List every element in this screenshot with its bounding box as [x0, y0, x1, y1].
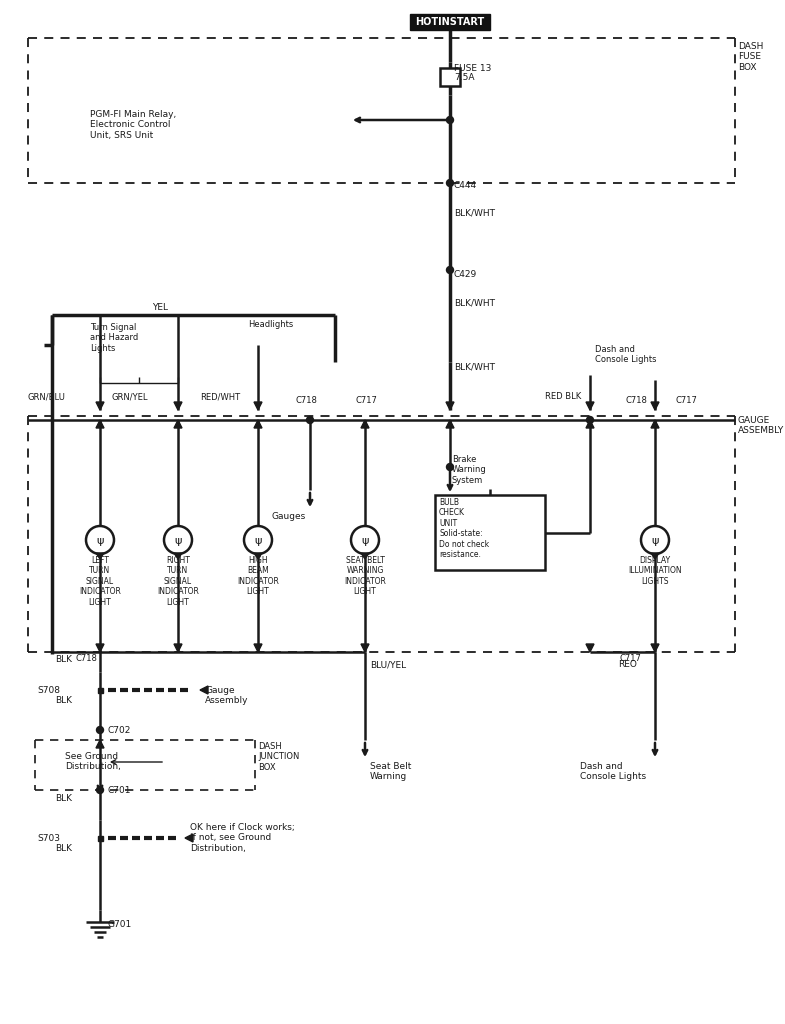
Polygon shape [254, 420, 262, 428]
Bar [97, 687, 103, 692]
Text: 7.5A: 7.5A [454, 73, 474, 82]
Text: G701: G701 [107, 920, 131, 929]
Text: ψ: ψ [361, 536, 369, 546]
Text: DASH
FUSE
BOX: DASH FUSE BOX [738, 42, 763, 72]
Text: Turn Signal
and Hazard
Lights: Turn Signal and Hazard Lights [90, 323, 138, 353]
Text: BLK/WHT: BLK/WHT [454, 362, 495, 371]
Text: ψ: ψ [254, 536, 261, 546]
Polygon shape [446, 420, 454, 428]
Text: YEL: YEL [152, 303, 168, 312]
Text: GRN/BLU: GRN/BLU [28, 392, 66, 401]
Polygon shape [586, 420, 594, 428]
Polygon shape [96, 644, 104, 652]
Polygon shape [361, 553, 369, 559]
Text: Seat Belt
Warning: Seat Belt Warning [370, 762, 411, 781]
Polygon shape [651, 402, 659, 410]
Text: C444: C444 [454, 181, 477, 190]
Text: BULB
CHECK
UNIT
Solid-state:
Do not check
resistance.: BULB CHECK UNIT Solid-state: Do not chec… [439, 498, 489, 559]
Text: PGM-FI Main Relay,
Electronic Control
Unit, SRS Unit: PGM-FI Main Relay, Electronic Control Un… [90, 110, 177, 140]
Circle shape [447, 179, 454, 186]
Polygon shape [586, 644, 594, 652]
Polygon shape [586, 402, 594, 410]
Text: ψ: ψ [174, 536, 181, 546]
Text: ψ: ψ [97, 536, 104, 546]
Text: RED/WHT: RED/WHT [200, 392, 240, 401]
Text: S708: S708 [37, 686, 60, 695]
Text: HIGH
BEAM
INDICATOR
LIGHT: HIGH BEAM INDICATOR LIGHT [237, 556, 279, 596]
Text: Gauges: Gauges [272, 512, 306, 521]
Bar [440, 68, 460, 86]
Text: S703: S703 [37, 834, 60, 843]
Text: C717: C717 [675, 396, 697, 406]
Polygon shape [200, 686, 208, 694]
Polygon shape [361, 420, 369, 428]
Text: REO: REO [618, 660, 637, 669]
Circle shape [97, 786, 104, 794]
Polygon shape [361, 644, 369, 652]
Text: C717: C717 [355, 396, 377, 406]
Text: GAUGE
ASSEMBLY: GAUGE ASSEMBLY [738, 416, 784, 435]
Text: BLK: BLK [55, 794, 72, 803]
Text: Headlights: Headlights [248, 319, 294, 329]
Polygon shape [96, 740, 104, 748]
Text: C718: C718 [295, 396, 317, 406]
Text: Gauge
Assembly: Gauge Assembly [205, 686, 249, 706]
Polygon shape [651, 644, 659, 652]
Text: HOTINSTART: HOTINSTART [415, 17, 484, 27]
Polygon shape [446, 402, 454, 410]
Text: C702: C702 [107, 726, 130, 735]
Polygon shape [651, 420, 659, 428]
Text: DASH
JUNCTION
BOX: DASH JUNCTION BOX [258, 742, 299, 772]
Text: C718: C718 [75, 654, 97, 663]
Polygon shape [174, 644, 182, 652]
Polygon shape [254, 644, 262, 652]
Text: C429: C429 [454, 270, 477, 279]
Polygon shape [174, 402, 182, 410]
Text: LEFT
TURN
SIGNAL
INDICATOR
LIGHT: LEFT TURN SIGNAL INDICATOR LIGHT [79, 556, 121, 606]
Text: C718: C718 [625, 396, 647, 406]
Text: Dash and
Console Lights: Dash and Console Lights [580, 762, 646, 781]
Polygon shape [254, 402, 262, 410]
Text: RIGHT
TURN
SIGNAL
INDICATOR
LIGHT: RIGHT TURN SIGNAL INDICATOR LIGHT [157, 556, 199, 606]
Text: See Ground
Distribution,: See Ground Distribution, [65, 752, 121, 771]
Text: DISPLAY
ILLUMINATION
LIGHTS: DISPLAY ILLUMINATION LIGHTS [628, 556, 682, 586]
Polygon shape [185, 834, 193, 842]
Text: BLK: BLK [55, 655, 72, 664]
Text: SEAT BELT
WARNING
INDICATOR
LIGHT: SEAT BELT WARNING INDICATOR LIGHT [344, 556, 386, 596]
Bar [435, 495, 545, 570]
Text: BLK/WHT: BLK/WHT [454, 208, 495, 217]
Polygon shape [96, 402, 104, 410]
Circle shape [97, 726, 104, 733]
Text: FUSE 13: FUSE 13 [454, 63, 491, 73]
Circle shape [586, 417, 593, 424]
Polygon shape [96, 553, 104, 559]
Text: RED BLK: RED BLK [545, 392, 581, 401]
Text: Brake
Warning
System: Brake Warning System [452, 455, 487, 484]
Text: OK here if Clock works;
if not, see Ground
Distribution,: OK here if Clock works; if not, see Grou… [190, 823, 294, 853]
Circle shape [306, 417, 313, 424]
Circle shape [447, 117, 454, 124]
Circle shape [447, 464, 454, 470]
Polygon shape [174, 420, 182, 428]
Bar [97, 836, 103, 841]
Text: GRN/YEL: GRN/YEL [112, 392, 148, 401]
Text: C717: C717 [620, 654, 642, 663]
Polygon shape [254, 553, 262, 559]
Text: ψ: ψ [652, 536, 659, 546]
Text: BLK: BLK [55, 844, 72, 853]
Text: BLK: BLK [55, 696, 72, 705]
Bar [410, 14, 490, 30]
Polygon shape [651, 553, 659, 559]
Text: C701: C701 [107, 786, 130, 795]
Polygon shape [96, 420, 104, 428]
Circle shape [447, 266, 454, 273]
Text: Dash and
Console Lights: Dash and Console Lights [595, 345, 656, 365]
Text: BLK/WHT: BLK/WHT [454, 298, 495, 307]
Polygon shape [174, 553, 182, 559]
Text: BLU/YEL: BLU/YEL [370, 660, 406, 669]
